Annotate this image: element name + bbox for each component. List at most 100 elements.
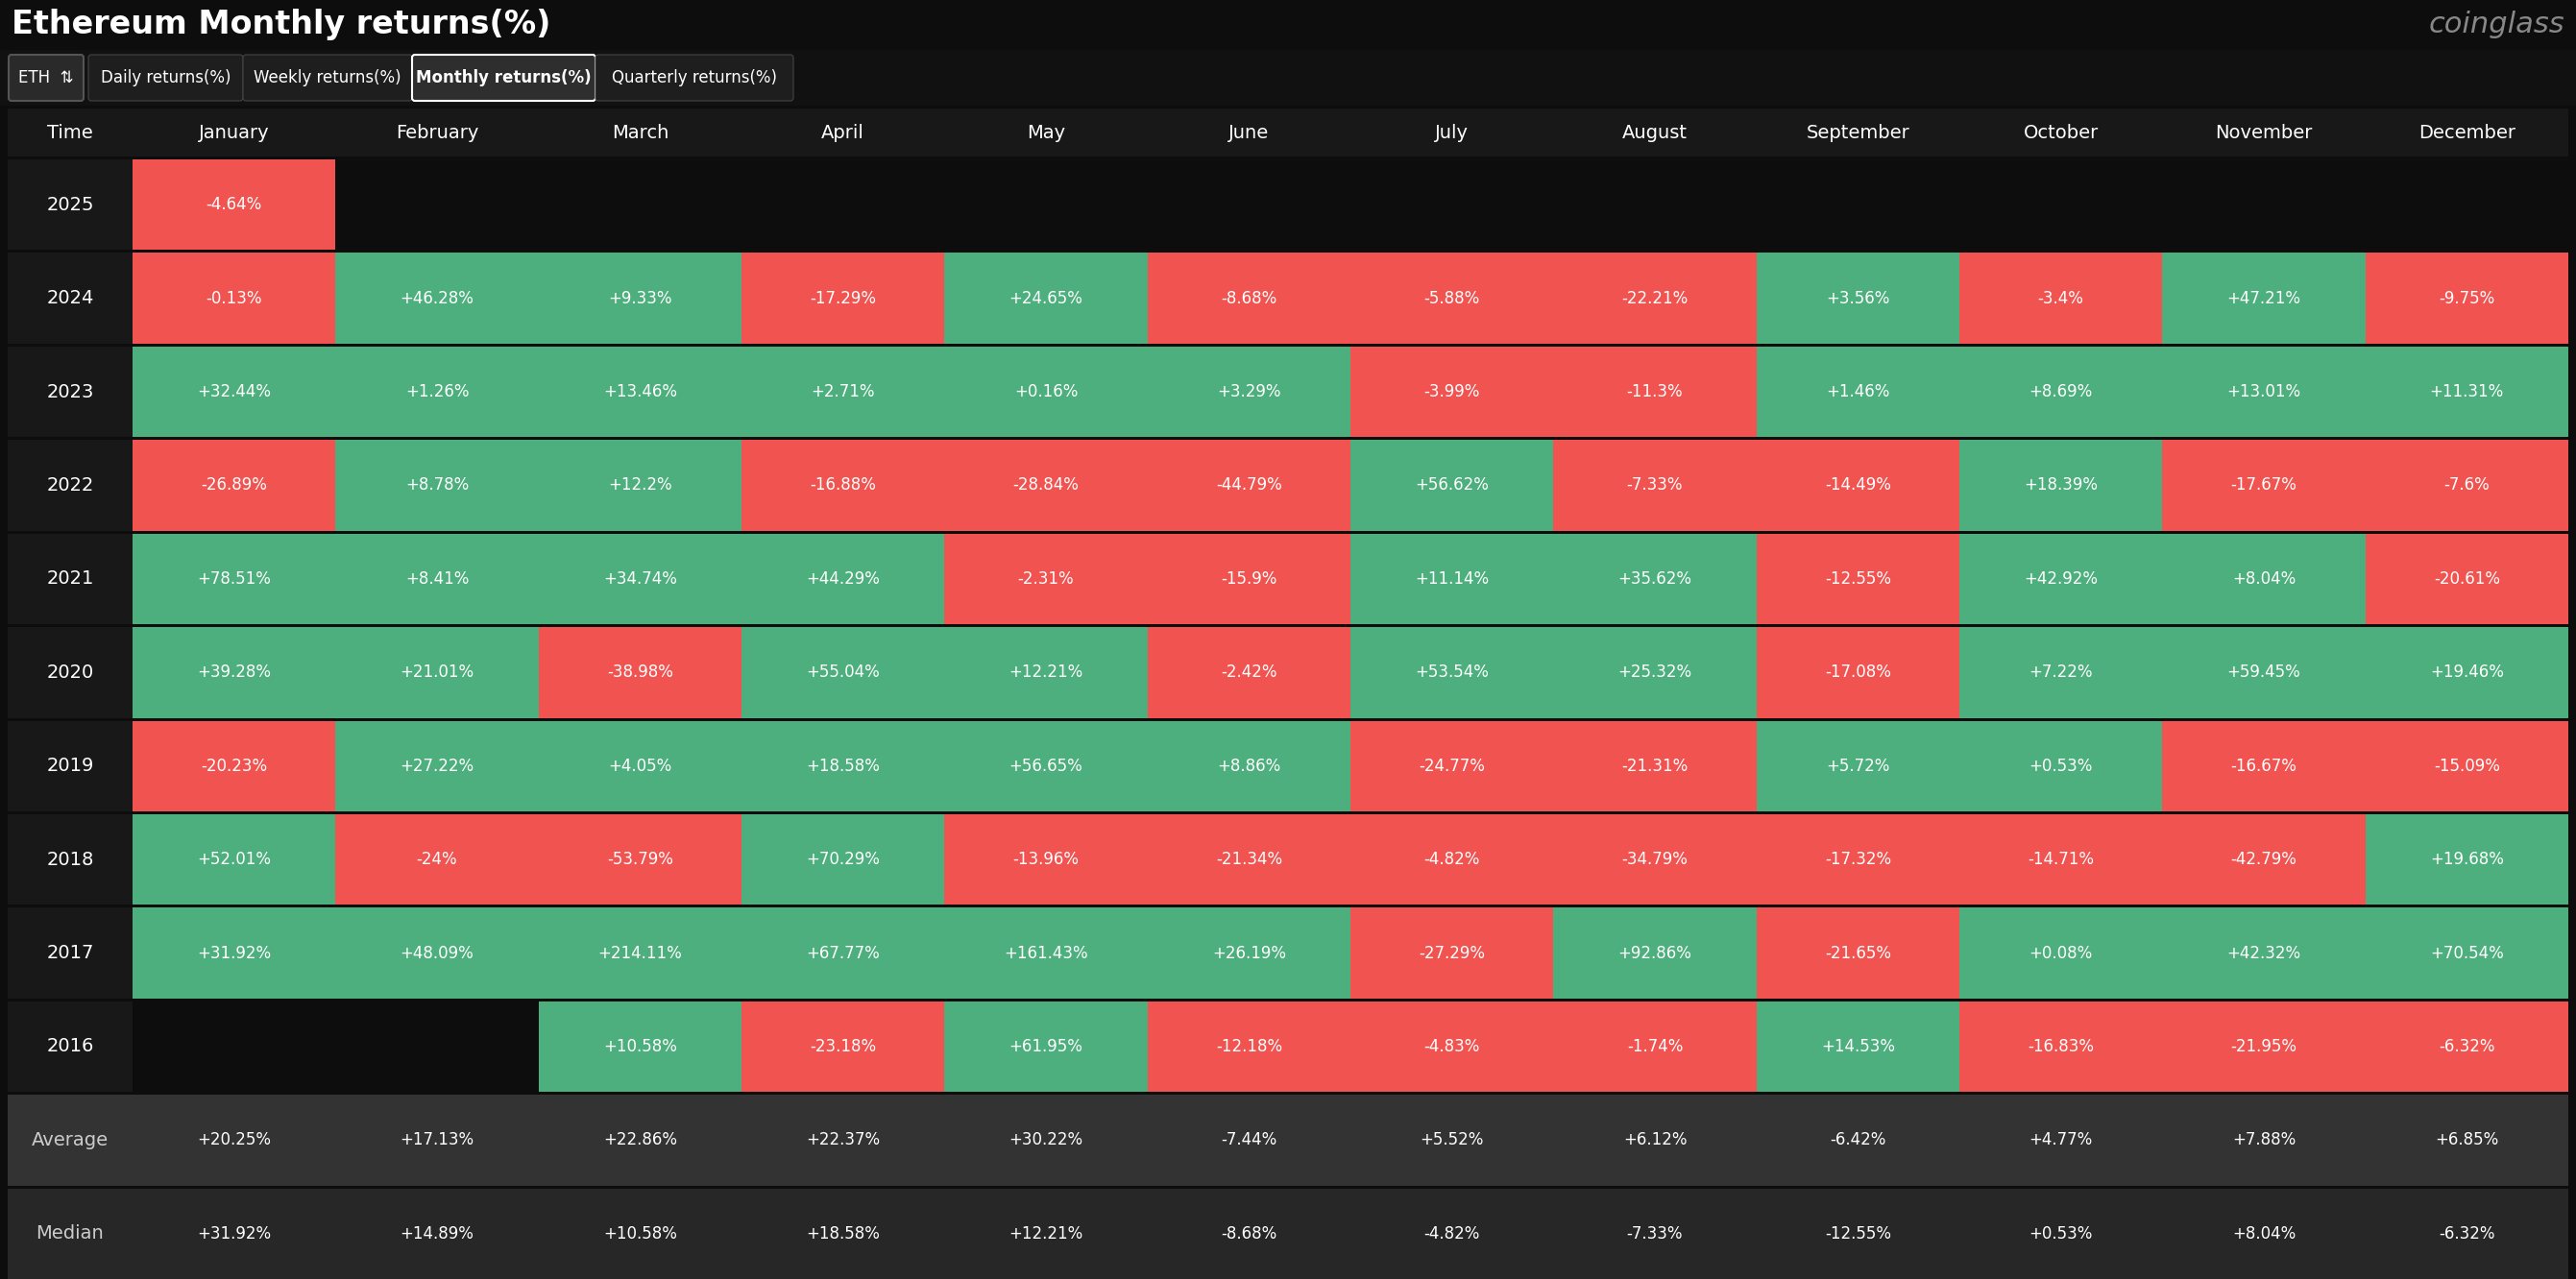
FancyBboxPatch shape xyxy=(595,55,793,101)
Bar xyxy=(1757,253,1960,344)
Text: +39.28%: +39.28% xyxy=(196,664,270,682)
Text: -28.84%: -28.84% xyxy=(1012,477,1079,494)
Bar xyxy=(1146,253,1350,344)
Text: +7.22%: +7.22% xyxy=(2030,664,2092,682)
Bar xyxy=(335,253,538,344)
Text: +53.54%: +53.54% xyxy=(1414,664,1489,682)
Bar xyxy=(538,908,742,999)
Text: Weekly returns(%): Weekly returns(%) xyxy=(255,69,402,87)
Text: -6.32%: -6.32% xyxy=(2439,1039,2496,1055)
Text: -24%: -24% xyxy=(417,851,459,868)
Text: +42.92%: +42.92% xyxy=(2025,570,2097,587)
Text: +18.58%: +18.58% xyxy=(806,1225,881,1242)
Bar xyxy=(742,109,945,156)
Bar xyxy=(131,253,335,344)
Text: +56.65%: +56.65% xyxy=(1010,757,1082,775)
Bar xyxy=(1960,1095,2161,1186)
Text: +67.77%: +67.77% xyxy=(806,944,881,962)
Text: +7.88%: +7.88% xyxy=(2231,1132,2295,1149)
Text: +11.14%: +11.14% xyxy=(1414,570,1489,587)
Text: 2019: 2019 xyxy=(46,757,93,775)
Bar xyxy=(1960,815,2161,904)
Text: +161.43%: +161.43% xyxy=(1005,944,1087,962)
Bar xyxy=(1553,160,1757,251)
Text: -8.68%: -8.68% xyxy=(1221,289,1278,307)
Text: -4.64%: -4.64% xyxy=(206,196,263,214)
Bar xyxy=(1757,720,1960,811)
Text: +20.25%: +20.25% xyxy=(196,1132,270,1149)
Bar xyxy=(1350,533,1553,624)
Text: +30.22%: +30.22% xyxy=(1010,1132,1082,1149)
Text: -7.44%: -7.44% xyxy=(1221,1132,1278,1149)
Text: -11.3%: -11.3% xyxy=(1628,384,1682,400)
Text: -6.42%: -6.42% xyxy=(1829,1132,1886,1149)
Bar xyxy=(2161,347,2365,437)
Bar xyxy=(1350,1095,1553,1186)
Bar xyxy=(1553,815,1757,904)
Text: Time: Time xyxy=(46,123,93,142)
Text: +19.46%: +19.46% xyxy=(2429,664,2504,682)
Bar xyxy=(1146,1188,1350,1279)
Text: +31.92%: +31.92% xyxy=(196,1225,270,1242)
Bar xyxy=(742,347,945,437)
Text: -22.21%: -22.21% xyxy=(1623,289,1687,307)
Text: +0.53%: +0.53% xyxy=(2030,757,2092,775)
FancyBboxPatch shape xyxy=(412,55,595,101)
Text: December: December xyxy=(2419,123,2514,142)
Text: -16.88%: -16.88% xyxy=(809,477,876,494)
Text: 2016: 2016 xyxy=(46,1037,93,1055)
Text: +55.04%: +55.04% xyxy=(806,664,881,682)
Text: -21.95%: -21.95% xyxy=(2231,1039,2298,1055)
Bar xyxy=(335,533,538,624)
Text: +8.69%: +8.69% xyxy=(2030,384,2092,400)
Text: +61.95%: +61.95% xyxy=(1010,1039,1082,1055)
Bar xyxy=(742,627,945,718)
Bar xyxy=(538,347,742,437)
Bar xyxy=(131,533,335,624)
Text: -21.65%: -21.65% xyxy=(1824,944,1891,962)
Bar xyxy=(742,253,945,344)
Text: October: October xyxy=(2022,123,2099,142)
Bar xyxy=(1146,1001,1350,1092)
Text: +214.11%: +214.11% xyxy=(598,944,683,962)
Text: +34.74%: +34.74% xyxy=(603,570,677,587)
Text: -9.75%: -9.75% xyxy=(2439,289,2494,307)
Text: -1.74%: -1.74% xyxy=(1628,1039,1682,1055)
Text: -7.33%: -7.33% xyxy=(1628,1225,1682,1242)
Bar xyxy=(8,1188,131,1279)
Text: 2021: 2021 xyxy=(46,569,93,588)
Bar xyxy=(1350,347,1553,437)
Text: -44.79%: -44.79% xyxy=(1216,477,1283,494)
Bar xyxy=(1553,720,1757,811)
Bar xyxy=(2161,109,2365,156)
Bar xyxy=(335,815,538,904)
Text: +10.58%: +10.58% xyxy=(603,1039,677,1055)
Text: -16.67%: -16.67% xyxy=(2231,757,2298,775)
Text: -5.88%: -5.88% xyxy=(1425,289,1479,307)
Bar xyxy=(1960,720,2161,811)
Text: +3.56%: +3.56% xyxy=(1826,289,1891,307)
Bar xyxy=(8,1001,131,1092)
Bar xyxy=(8,440,131,531)
Bar xyxy=(1960,1188,2161,1279)
Bar xyxy=(1757,533,1960,624)
Bar xyxy=(945,1188,1146,1279)
Bar xyxy=(335,627,538,718)
Bar xyxy=(1960,440,2161,531)
Bar xyxy=(131,1188,335,1279)
Bar xyxy=(538,815,742,904)
Bar xyxy=(1960,160,2161,251)
Bar xyxy=(335,347,538,437)
Text: +22.37%: +22.37% xyxy=(806,1132,881,1149)
Text: Ethereum Monthly returns(%): Ethereum Monthly returns(%) xyxy=(10,9,551,41)
Bar xyxy=(2161,1001,2365,1092)
Bar xyxy=(1960,533,2161,624)
Text: August: August xyxy=(1623,123,1687,142)
Text: 2023: 2023 xyxy=(46,382,93,400)
Bar xyxy=(538,627,742,718)
Bar xyxy=(1350,720,1553,811)
Bar xyxy=(945,160,1146,251)
Bar xyxy=(1553,533,1757,624)
Bar xyxy=(131,109,335,156)
Text: -23.18%: -23.18% xyxy=(809,1039,876,1055)
